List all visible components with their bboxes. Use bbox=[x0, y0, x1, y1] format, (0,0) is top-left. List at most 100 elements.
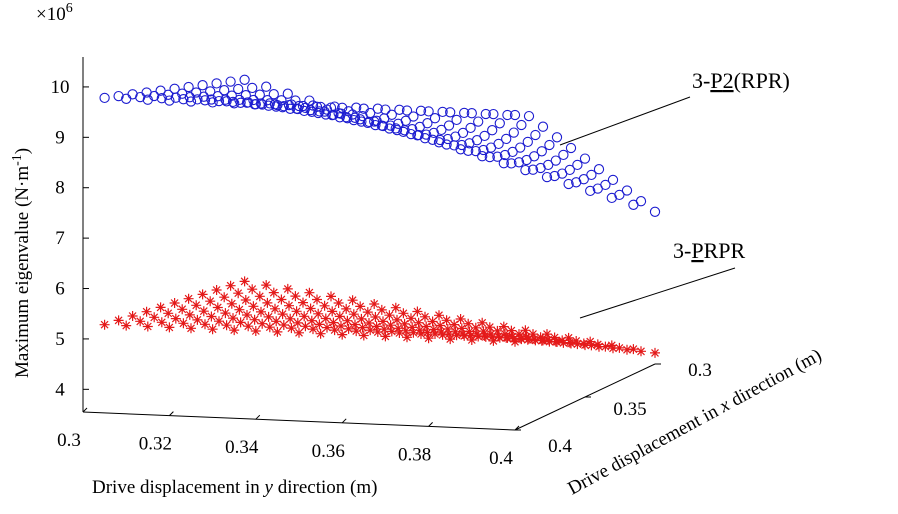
y-tick-label: 0.32 bbox=[139, 434, 172, 455]
data-point bbox=[392, 314, 402, 325]
data-point bbox=[543, 159, 554, 171]
data-point bbox=[480, 331, 491, 342]
data-point bbox=[378, 316, 388, 327]
data-point bbox=[572, 339, 583, 350]
data-point bbox=[501, 133, 512, 145]
data-point bbox=[99, 319, 110, 330]
data-point bbox=[558, 337, 569, 348]
data-point bbox=[313, 308, 324, 319]
data-point bbox=[306, 315, 317, 326]
data-point bbox=[477, 317, 488, 328]
data-point bbox=[408, 111, 419, 122]
data-point bbox=[370, 119, 381, 131]
data-point bbox=[142, 321, 153, 332]
data-point bbox=[186, 323, 196, 334]
data-point bbox=[444, 329, 454, 339]
data-point bbox=[155, 302, 166, 313]
data-point bbox=[282, 88, 293, 99]
y-tick-mark bbox=[514, 425, 520, 431]
data-point bbox=[336, 321, 346, 331]
data-point bbox=[544, 336, 555, 347]
z-tick-label: 9 bbox=[55, 127, 65, 148]
data-point bbox=[257, 99, 268, 110]
data-point bbox=[435, 134, 446, 146]
data-point bbox=[357, 322, 368, 333]
y-axis-line bbox=[82, 411, 516, 431]
data-point bbox=[211, 78, 222, 89]
data-point bbox=[614, 189, 625, 201]
data-point bbox=[300, 321, 311, 332]
data-point bbox=[472, 329, 482, 339]
data-point bbox=[370, 312, 381, 322]
data-point bbox=[565, 142, 577, 154]
data-point bbox=[487, 332, 498, 343]
data-point bbox=[394, 328, 405, 338]
x-tick-label: 0.35 bbox=[613, 399, 646, 420]
data-point bbox=[386, 109, 397, 120]
z-tick-label: 4 bbox=[55, 379, 65, 400]
data-point bbox=[406, 313, 416, 324]
data-point bbox=[470, 145, 481, 157]
data-point bbox=[341, 303, 352, 314]
data-point bbox=[351, 102, 362, 113]
data-point bbox=[197, 80, 208, 91]
data-point bbox=[407, 322, 418, 333]
data-point bbox=[233, 83, 244, 95]
data-point bbox=[502, 109, 513, 121]
data-point bbox=[549, 170, 560, 182]
data-point bbox=[628, 344, 639, 355]
data-point bbox=[544, 139, 555, 151]
data-point bbox=[329, 325, 340, 336]
data-point bbox=[428, 127, 439, 139]
data-point bbox=[430, 329, 440, 339]
data-point bbox=[376, 304, 387, 315]
annotation-line-circles bbox=[559, 96, 691, 146]
data-point bbox=[442, 324, 453, 334]
data-point bbox=[636, 346, 646, 357]
data-point bbox=[320, 313, 331, 324]
series-3-prpr bbox=[99, 276, 660, 358]
data-point bbox=[169, 298, 180, 308]
data-point bbox=[443, 120, 455, 131]
data-point bbox=[185, 96, 197, 107]
data-point bbox=[607, 174, 619, 186]
data-point bbox=[229, 325, 240, 336]
data-point bbox=[212, 302, 223, 313]
data-point bbox=[184, 309, 195, 320]
data-point bbox=[606, 192, 617, 204]
data-point bbox=[290, 291, 301, 302]
data-point bbox=[164, 322, 175, 333]
data-point bbox=[527, 164, 539, 175]
data-point bbox=[278, 101, 289, 112]
y-axis-ticks: 0.3 0.32 0.34 0.36 0.38 0.4 bbox=[57, 407, 520, 469]
data-point bbox=[205, 86, 216, 97]
data-point bbox=[416, 329, 426, 339]
data-point bbox=[580, 340, 590, 351]
data-point bbox=[164, 95, 175, 106]
data-point bbox=[528, 329, 538, 340]
data-point bbox=[312, 294, 322, 305]
data-point bbox=[235, 317, 246, 328]
data-point bbox=[434, 310, 444, 321]
data-point bbox=[608, 343, 618, 354]
data-point bbox=[229, 98, 240, 109]
data-point bbox=[516, 119, 527, 131]
data-point bbox=[234, 304, 245, 315]
data-point bbox=[524, 333, 534, 344]
data-point bbox=[466, 108, 477, 119]
data-point bbox=[243, 97, 254, 108]
data-point bbox=[456, 139, 467, 151]
data-point bbox=[240, 295, 251, 305]
data-point bbox=[328, 109, 339, 120]
data-point bbox=[247, 284, 258, 295]
data-point bbox=[463, 318, 474, 329]
data-point bbox=[506, 158, 517, 169]
data-point bbox=[349, 112, 361, 123]
data-point bbox=[262, 297, 273, 308]
data-point bbox=[192, 94, 203, 105]
data-point bbox=[377, 120, 389, 132]
data-point bbox=[557, 335, 568, 346]
data-point bbox=[635, 196, 647, 207]
data-point bbox=[113, 90, 124, 102]
data-point bbox=[264, 98, 275, 109]
